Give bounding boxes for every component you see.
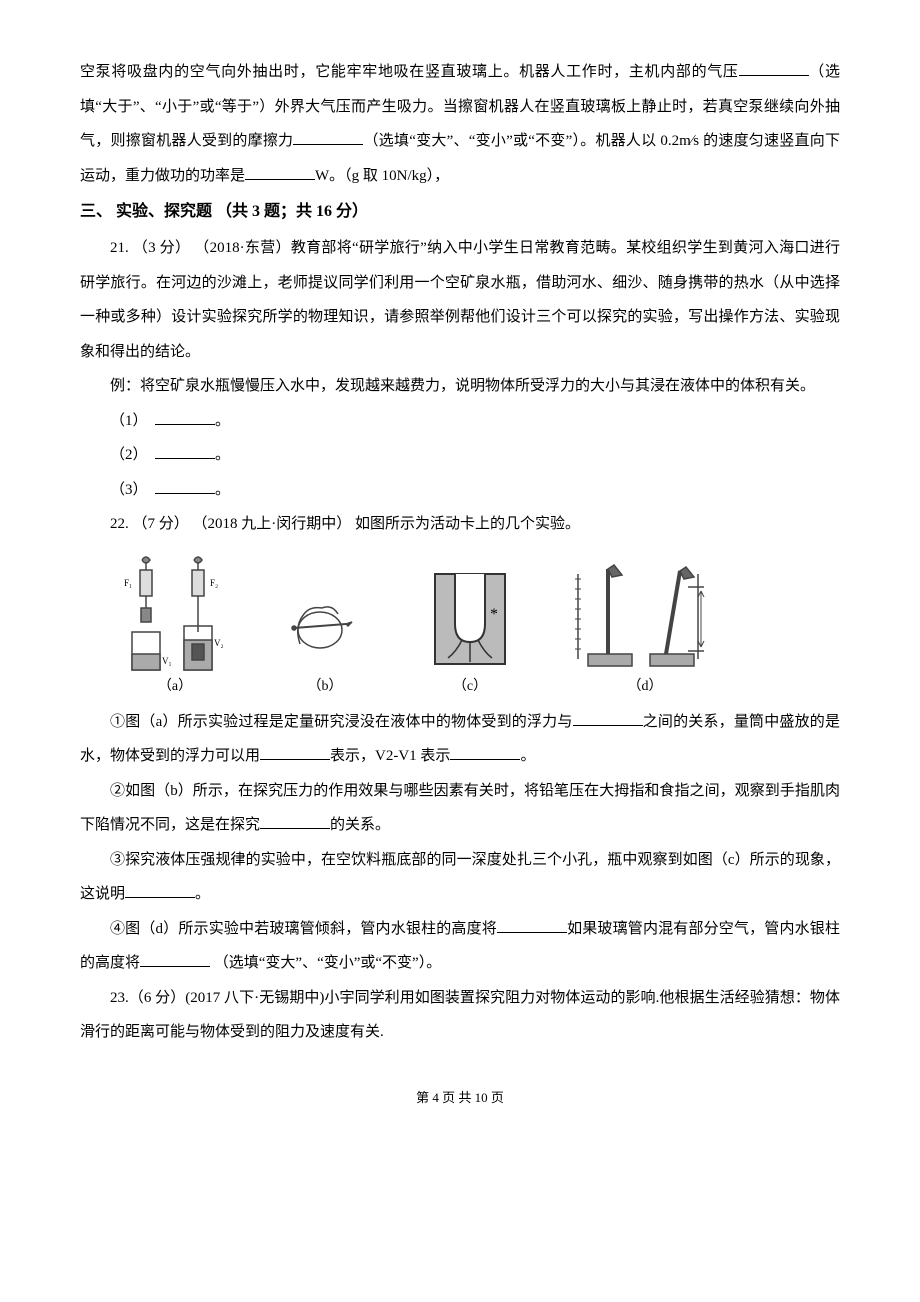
svg-text:F₂: F₂ [210,578,218,588]
q21-period1: 。 [215,413,230,429]
q22-p1: ①图（a）所示实验过程是定量研究浸没在液体中的物体受到的浮力与之间的关系，量筒中… [80,705,840,774]
svg-text:V₂: V₂ [214,638,224,648]
q21-period3: 。 [215,482,230,498]
blank-power [245,164,315,180]
blank-q22-4b [140,951,210,967]
figure-d-svg [570,559,720,674]
intro-paragraph: 空泵将吸盘内的空气向外抽出时，它能牢牢地吸在竖直玻璃上。机器人工作时，主机内部的… [80,55,840,193]
blank-q22-1a [573,710,643,726]
q22-p4-a: ④图（d）所示实验中若玻璃管倾斜，管内水银柱的高度将 [110,921,497,937]
section3-title: 三、 实验、探究题 （共 3 题；共 16 分） [80,193,840,231]
svg-text:F₁: F₁ [124,578,132,588]
q22-stem: 22. （7 分） （2018 九上·闵行期中） 如图所示为活动卡上的几个实验。 [80,507,840,542]
q22-p1-d: 。 [520,748,535,764]
svg-text:V₁: V₁ [162,656,172,666]
figure-a-label: （a） [158,676,192,697]
q21-item1-label: （1） [110,413,148,429]
figure-d-label: （d） [628,676,663,697]
figure-d: （d） [570,559,720,697]
blank-q22-3 [125,882,195,898]
q22-p2-b: 的关系。 [330,817,390,833]
blank-q22-1c [450,744,520,760]
q22-p1-a: ①图（a）所示实验过程是定量研究浸没在液体中的物体受到的浮力与 [110,714,573,730]
q21-period2: 。 [215,447,230,463]
blank-q21-2 [155,443,215,459]
page-footer: 第 4 页 共 10 页 [80,1090,840,1106]
intro-text-d: W。（g 取 10N/kg）， [315,168,449,184]
figure-b-label: （b） [308,676,343,697]
q21-stem: 21. （3 分） （2018·东营）教育部将“研学旅行”纳入中小学生日常教育范… [80,231,840,369]
q23-stem: 23.（6 分）(2017 八下·无锡期中)小宇同学利用如图装置探究阻力对物体运… [80,981,840,1050]
blank-q22-4a [497,917,567,933]
blank-q22-1b [260,744,330,760]
q22-p3-b: 。 [195,886,210,902]
q21-example: 例：将空矿泉水瓶慢慢压入水中，发现越来越费力，说明物体所受浮力的大小与其浸在液体… [80,369,840,404]
blank-q21-3 [155,478,215,494]
figure-a-svg: F₁ V₁ F₂ [120,554,230,674]
blank-friction [293,129,363,145]
figure-c-svg: * [420,564,520,674]
q21-item3: （3） 。 [80,473,840,508]
blank-pressure [739,60,809,76]
page-container: 空泵将吸盘内的空气向外抽出时，它能牢牢地吸在竖直玻璃上。机器人工作时，主机内部的… [0,0,920,1145]
figure-c: * （c） [420,564,520,697]
q21-item2: （2） 。 [80,438,840,473]
q22-p1-c: 表示，V2-V1 表示 [330,748,450,764]
q22-p2: ②如图（b）所示，在探究压力的作用效果与哪些因素有关时，将铅笔压在大拇指和食指之… [80,774,840,843]
q21-item2-label: （2） [110,447,148,463]
figure-a: F₁ V₁ F₂ [120,554,230,697]
q22-figure-row: F₁ V₁ F₂ [120,554,840,697]
q21-item3-label: （3） [110,482,148,498]
q21-item1: （1） 。 [80,404,840,439]
blank-q22-2 [260,813,330,829]
q22-p4: ④图（d）所示实验中若玻璃管倾斜，管内水银柱的高度将如果玻璃管内混有部分空气，管… [80,912,840,981]
q22-p4-c: （选填“变大”、“变小”或“不变”）。 [210,955,441,971]
figure-c-label: （c） [453,676,487,697]
blank-q21-1 [155,409,215,425]
q22-p2-a: ②如图（b）所示，在探究压力的作用效果与哪些因素有关时，将铅笔压在大拇指和食指之… [80,783,840,834]
q22-p3: ③探究液体压强规律的实验中，在空饮料瓶底部的同一深度处扎三个小孔，瓶中观察到如图… [80,843,840,912]
intro-text-a: 空泵将吸盘内的空气向外抽出时，它能牢牢地吸在竖直玻璃上。机器人工作时，主机内部的… [80,64,739,80]
figure-b: （b） [280,574,370,697]
figure-b-svg [280,574,370,674]
svg-text:*: * [490,606,498,623]
